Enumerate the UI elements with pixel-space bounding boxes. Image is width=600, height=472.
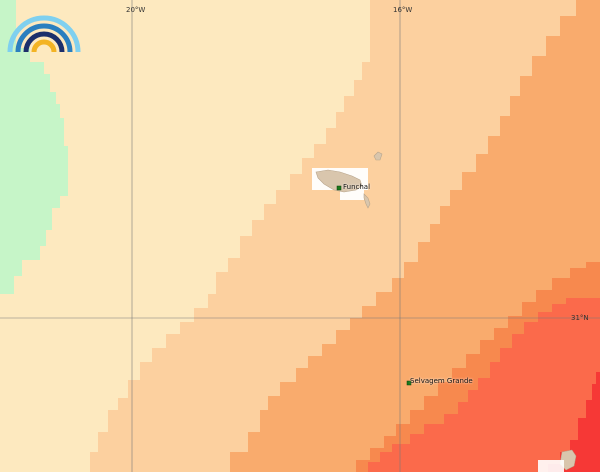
land-madeira	[315, 169, 363, 193]
place-label-selvagem-grande[interactable]: Selvagem Grande	[410, 377, 473, 385]
place-marker-funchal[interactable]	[336, 185, 342, 191]
lon-label-16w: 16°W	[393, 6, 413, 14]
land-porto-santo	[373, 151, 383, 161]
rainbow-logo-icon	[7, 15, 81, 53]
band-green	[0, 0, 68, 294]
lon-label-20w: 20°W	[126, 6, 146, 14]
label-box-white-madeira-2	[340, 190, 364, 200]
place-marker-selvagem-grande[interactable]	[406, 380, 412, 386]
label-box-white-bottom	[538, 460, 564, 472]
lat-label-31n: 31°N	[571, 314, 589, 322]
land-desertas	[363, 193, 371, 209]
band-red	[548, 372, 600, 472]
place-label-funchal[interactable]: Funchal	[343, 183, 371, 191]
band-red-orange	[368, 298, 600, 472]
